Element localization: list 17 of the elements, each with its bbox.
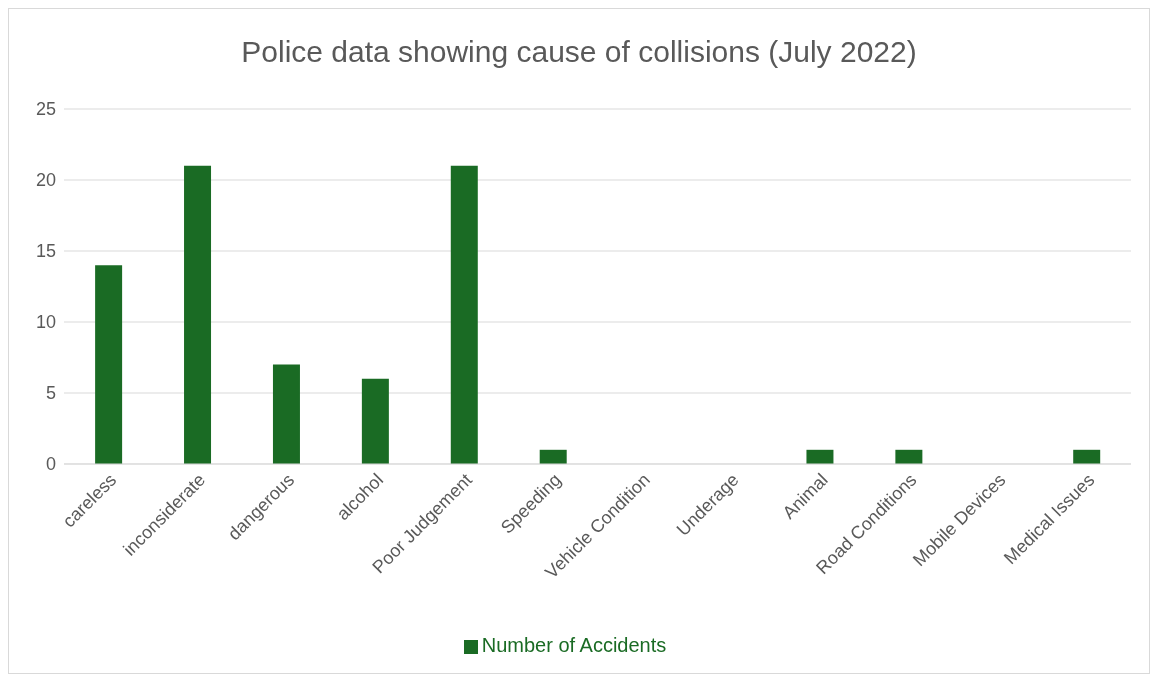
y-tick-label: 20: [35, 170, 56, 191]
bar: [806, 449, 834, 464]
bar: [361, 378, 389, 464]
bar: [184, 165, 212, 464]
y-tick-label: 25: [35, 99, 56, 120]
chart-title: Police data showing cause of collisions (July 2022): [240, 35, 918, 69]
bar: [95, 265, 123, 464]
bar: [272, 364, 300, 464]
y-tick-label: 15: [35, 241, 56, 262]
legend-label: Number of Accidents: [481, 634, 667, 656]
bar: [895, 449, 923, 464]
bar: [1073, 449, 1101, 464]
y-tick-label: 0: [45, 454, 56, 475]
y-tick-label: 5: [45, 383, 56, 404]
y-tick-label: 10: [35, 312, 56, 333]
bar: [450, 165, 478, 464]
bar: [539, 449, 567, 464]
